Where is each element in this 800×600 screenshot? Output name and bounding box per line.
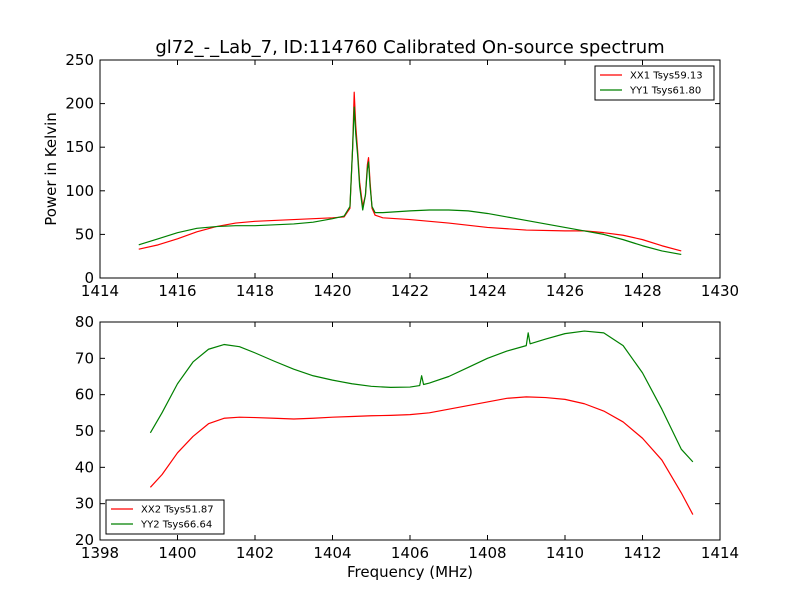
bottom-ytick-label: 80 <box>75 313 94 331</box>
top-plot-series <box>138 91 682 256</box>
top-legend-yy1-label: YY1 Tsys61.80 <box>629 86 701 97</box>
top-xtick-label: 1414 <box>81 282 119 300</box>
top-xtick-label: 1428 <box>623 282 661 300</box>
top-series-1-line <box>138 91 682 252</box>
top-xtick-label: 1422 <box>391 282 429 300</box>
bottom-xtick-label: 1408 <box>468 544 506 562</box>
top-xtick-label: 1416 <box>158 282 196 300</box>
bottom-series-2-line <box>149 330 694 463</box>
bottom-legend-xx2-label: XX2 Tsys51.87 <box>141 505 214 516</box>
bottom-legend-yy2-label: YY2 Tsys66.64 <box>140 520 212 531</box>
top-ytick-label: 0 <box>84 269 94 287</box>
top-xtick-label: 1424 <box>468 282 506 300</box>
top-ytick-label: 100 <box>65 182 94 200</box>
figure-title: gl72_-_Lab_7, ID:114760 Calibrated On-so… <box>155 37 664 58</box>
bottom-ytick-label: 30 <box>75 495 94 513</box>
bottom-plot: 1398 1400 1402 1404 1406 1408 1410 1412 1414 20 30… <box>75 313 739 581</box>
top-ytick-label: 50 <box>75 225 94 243</box>
bottom-ytick-label: 50 <box>75 422 94 440</box>
top-ytick-label: 200 <box>65 95 94 113</box>
bottom-xtick-label: 1404 <box>313 544 351 562</box>
bottom-xtick-label: 1414 <box>701 544 739 562</box>
bottom-ytick-label: 70 <box>75 349 94 367</box>
bottom-plot-ticks: 1398 1400 1402 1404 1406 1408 1410 1412 1414 20 30… <box>75 313 739 562</box>
top-series-2-line <box>138 106 682 256</box>
top-legend: XX1 Tsys59.13 YY1 Tsys61.80 <box>594 65 715 101</box>
top-xtick-label: 1426 <box>546 282 584 300</box>
top-xtick-label: 1420 <box>313 282 351 300</box>
top-legend-xx1-label: XX1 Tsys59.13 <box>630 71 703 82</box>
bottom-xtick-label: 1412 <box>623 544 661 562</box>
top-xtick-label: 1418 <box>236 282 274 300</box>
bottom-legend: XX2 Tsys51.87 YY2 Tsys66.64 <box>105 499 225 535</box>
top-ytick-label: 250 <box>65 51 94 69</box>
bottom-xtick-label: 1398 <box>81 544 119 562</box>
bottom-plot-series <box>149 330 694 515</box>
top-ylabel: Power in Kelvin <box>42 112 60 226</box>
top-ytick-label: 150 <box>65 138 94 156</box>
bottom-xtick-label: 1400 <box>158 544 196 562</box>
bottom-xtick-label: 1402 <box>236 544 274 562</box>
top-plot: 1414 1416 1418 1420 1422 1424 1426 1428 1430 0 50 1… <box>42 51 739 300</box>
bottom-xtick-label: 1410 <box>546 544 584 562</box>
top-xtick-label: 1430 <box>701 282 739 300</box>
bottom-ytick-label: 20 <box>75 531 94 549</box>
bottom-series-1-line <box>149 396 694 515</box>
bottom-ytick-label: 60 <box>75 386 94 404</box>
top-plot-ticks: 1414 1416 1418 1420 1422 1424 1426 1428 1430 0 50 1… <box>65 51 739 300</box>
bottom-xlabel: Frequency (MHz) <box>347 563 473 581</box>
bottom-xtick-label: 1406 <box>391 544 429 562</box>
bottom-ytick-label: 40 <box>75 458 94 476</box>
